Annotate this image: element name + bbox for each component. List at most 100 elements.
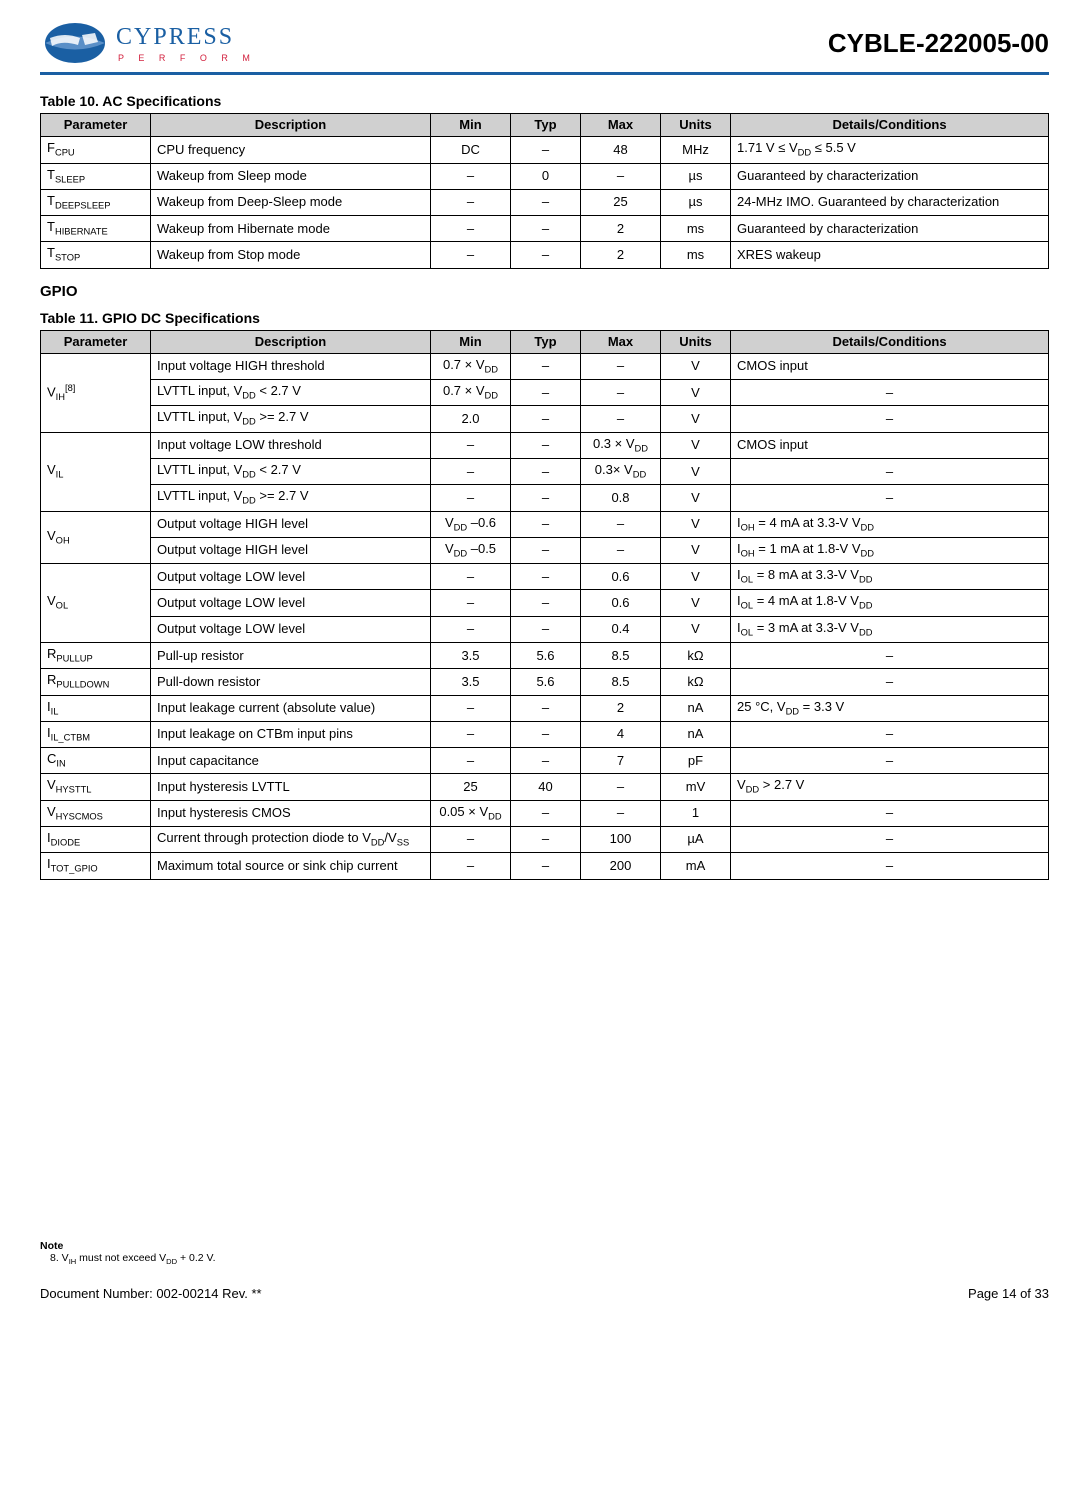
cell: –: [511, 485, 581, 511]
cell: –: [511, 380, 581, 406]
col-max: Max: [581, 114, 661, 137]
cell: 2: [581, 695, 661, 721]
col-parameter: Parameter: [41, 330, 151, 353]
table-row: IDIODECurrent through protection diode t…: [41, 826, 1049, 852]
cell: 3.5: [431, 669, 511, 695]
cell: DC: [431, 137, 511, 163]
cell: TSTOP: [41, 242, 151, 268]
cell: –: [731, 669, 1049, 695]
cell: –: [581, 163, 661, 189]
cell-param: VHYSCMOS: [41, 800, 151, 826]
cell: –: [731, 643, 1049, 669]
cell: 0.6: [581, 564, 661, 590]
cell-param: ITOT_GPIO: [41, 853, 151, 879]
table-row: ITOT_GPIOMaximum total source or sink ch…: [41, 853, 1049, 879]
cell: ms: [661, 216, 731, 242]
cell: Wakeup from Deep-Sleep mode: [151, 189, 431, 215]
cell: LVTTL input, VDD >= 2.7 V: [151, 406, 431, 432]
cell: Output voltage HIGH level: [151, 537, 431, 563]
col-typ: Typ: [511, 114, 581, 137]
cell: Pull-down resistor: [151, 669, 431, 695]
cell: –: [511, 616, 581, 642]
cell: –: [431, 163, 511, 189]
table11-title: Table 11. GPIO DC Specifications: [40, 310, 1049, 326]
table-row: FCPUCPU frequencyDC–48MHz1.71 V ≤ VDD ≤ …: [41, 137, 1049, 163]
cell: 25: [431, 774, 511, 800]
col-details: Details/Conditions: [731, 330, 1049, 353]
page-header: CYPRESS P E R F O R M CYBLE-222005-00: [40, 20, 1049, 75]
cell: –: [581, 537, 661, 563]
cell: Input voltage LOW threshold: [151, 432, 431, 458]
cell: –: [431, 826, 511, 852]
table-row: IIL_CTBMInput leakage on CTBm input pins…: [41, 721, 1049, 747]
cell: µA: [661, 826, 731, 852]
cell: nA: [661, 695, 731, 721]
cell: TDEEPSLEEP: [41, 189, 151, 215]
cell: pF: [661, 748, 731, 774]
cell: THIBERNATE: [41, 216, 151, 242]
table-row: TDEEPSLEEPWakeup from Deep-Sleep mode––2…: [41, 189, 1049, 215]
cell: IOL = 8 mA at 3.3-V VDD: [731, 564, 1049, 590]
cell: IOL = 4 mA at 1.8-V VDD: [731, 590, 1049, 616]
cell-param: RPULLUP: [41, 643, 151, 669]
cell: –: [431, 695, 511, 721]
doc-number: Document Number: 002-00214 Rev. **: [40, 1286, 262, 1301]
cell: –: [511, 853, 581, 879]
cell: V: [661, 564, 731, 590]
cell: –: [731, 721, 1049, 747]
cell: –: [511, 564, 581, 590]
table-row: Output voltage LOW level––0.6VIOL = 4 mA…: [41, 590, 1049, 616]
cell: Wakeup from Hibernate mode: [151, 216, 431, 242]
cell: Current through protection diode to VDD/…: [151, 826, 431, 852]
cell: Input hysteresis LVTTL: [151, 774, 431, 800]
cell: Input capacitance: [151, 748, 431, 774]
cell: CMOS input: [731, 353, 1049, 379]
cell: 48: [581, 137, 661, 163]
cell-param: VIL: [41, 432, 151, 511]
cell: –: [731, 853, 1049, 879]
cell: –: [511, 590, 581, 616]
cell: 1: [661, 800, 731, 826]
cell: Input leakage on CTBm input pins: [151, 721, 431, 747]
cell: –: [731, 485, 1049, 511]
cell: 5.6: [511, 669, 581, 695]
cell: –: [431, 853, 511, 879]
table10: Parameter Description Min Typ Max Units …: [40, 113, 1049, 269]
table-row: VHYSCMOSInput hysteresis CMOS0.05 × VDD–…: [41, 800, 1049, 826]
cell: 3.5: [431, 643, 511, 669]
cell: –: [581, 353, 661, 379]
cell-param: VIH[8]: [41, 353, 151, 432]
page-number: Page 14 of 33: [968, 1286, 1049, 1301]
cell-param: RPULLDOWN: [41, 669, 151, 695]
cell: kΩ: [661, 643, 731, 669]
cell: Guaranteed by characterization: [731, 216, 1049, 242]
table-row: RPULLDOWNPull-down resistor3.55.68.5kΩ–: [41, 669, 1049, 695]
cell: V: [661, 406, 731, 432]
table10-title: Table 10. AC Specifications: [40, 93, 1049, 109]
cell: –: [511, 826, 581, 852]
cell: –: [731, 380, 1049, 406]
cell: ms: [661, 242, 731, 268]
table-row: THIBERNATEWakeup from Hibernate mode––2m…: [41, 216, 1049, 242]
cell: V: [661, 590, 731, 616]
table-row: VILInput voltage LOW threshold––0.3 × VD…: [41, 432, 1049, 458]
cell: –: [431, 748, 511, 774]
cell-param: IIL_CTBM: [41, 721, 151, 747]
cell: –: [731, 459, 1049, 485]
table-row: TSLEEPWakeup from Sleep mode–0–µsGuarant…: [41, 163, 1049, 189]
cell: 0.05 × VDD: [431, 800, 511, 826]
table-row: VHYSTTLInput hysteresis LVTTL2540–mVVDD …: [41, 774, 1049, 800]
cell: CMOS input: [731, 432, 1049, 458]
gpio-section-title: GPIO: [40, 283, 1049, 300]
cell: –: [511, 189, 581, 215]
cell: –: [431, 216, 511, 242]
cell: 2.0: [431, 406, 511, 432]
cell: V: [661, 353, 731, 379]
cell: IOH = 1 mA at 1.8-V VDD: [731, 537, 1049, 563]
cell: –: [511, 432, 581, 458]
col-description: Description: [151, 330, 431, 353]
table-row: TSTOPWakeup from Stop mode––2msXRES wake…: [41, 242, 1049, 268]
cell: –: [431, 485, 511, 511]
cell: –: [511, 242, 581, 268]
table11: Parameter Description Min Typ Max Units …: [40, 330, 1049, 880]
